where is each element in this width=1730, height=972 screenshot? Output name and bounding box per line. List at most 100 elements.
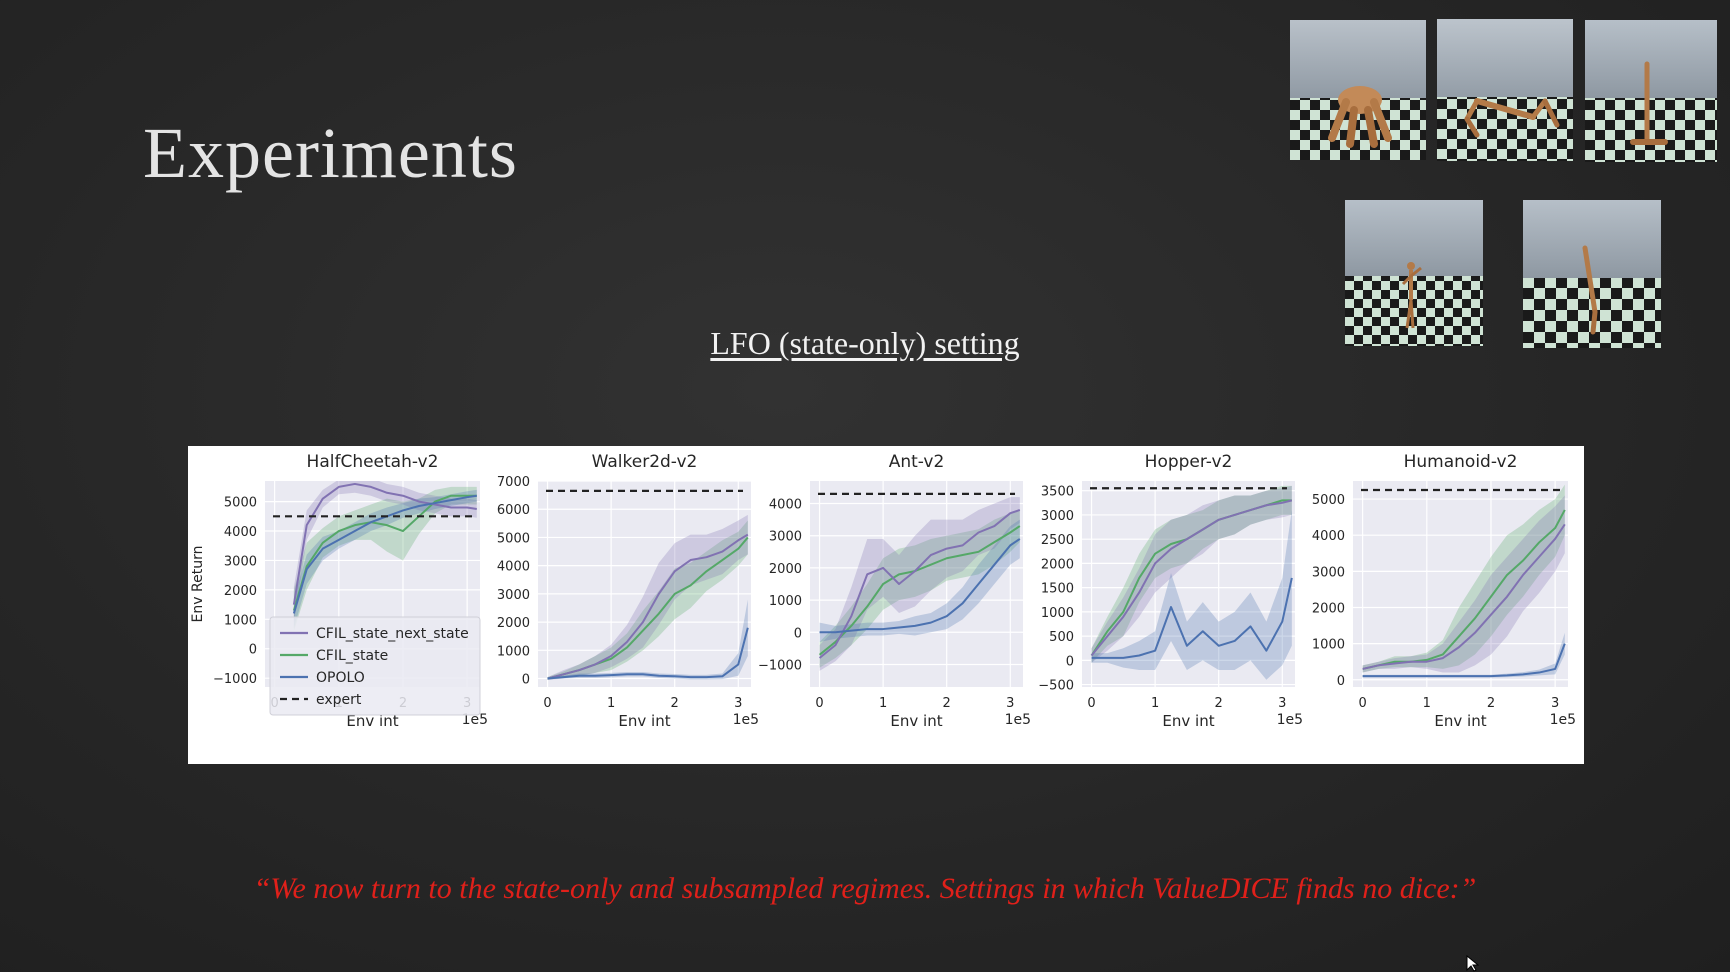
legend-label: CFIL_state [316, 648, 388, 664]
x-tick-label: 0 [1087, 696, 1095, 711]
y-tick-label: 3500 [1041, 485, 1074, 500]
chart-title: Humanoid-v2 [1404, 452, 1518, 472]
y-tick-label: 5000 [224, 496, 257, 511]
valuedice-quote: “We now turn to the state-only and subsa… [253, 872, 1477, 905]
y-tick-label: −1000 [213, 672, 257, 687]
band-CFIL_state_next_state [1362, 495, 1565, 673]
plot-area [1353, 481, 1568, 687]
y-tick-label: 500 [1049, 630, 1074, 645]
x-tick-label: 3 [1551, 696, 1559, 711]
y-tick-label: 3000 [1041, 509, 1074, 524]
plot-content [1361, 484, 1566, 678]
y-tick-label: 5000 [1312, 493, 1345, 508]
chart-2: Ant-v2 −1000 0 1000 2000 3000 4000 0 1 2 3 Env int 1… [758, 452, 1031, 730]
slide-title: Experiments [143, 113, 518, 193]
y-tick-label: 2000 [224, 584, 257, 599]
band-CFIL_state [293, 486, 477, 632]
ant-render-thumbnail [1290, 20, 1426, 160]
legend-box [269, 616, 481, 716]
x-tick-label: 3 [734, 696, 742, 711]
y-tick-label: 2000 [1312, 601, 1345, 616]
legend-label: expert [316, 692, 362, 708]
x-tick-label: 2 [1487, 696, 1495, 711]
y-tick-label: 4000 [769, 498, 802, 513]
plot-content [1090, 485, 1293, 680]
chart-4: Humanoid-v2 0 1000 2000 3000 4000 5000 0 1 2 3 Env … [1312, 452, 1576, 730]
x-tick-label: 2 [1215, 696, 1223, 711]
line-OPOLO [1362, 643, 1566, 678]
line-OPOLO [819, 538, 1021, 634]
line-CFIL_state_next_state [547, 533, 749, 680]
x-tick-label: 3 [1006, 696, 1014, 711]
plot-content [818, 492, 1021, 671]
x-tick-label: 1 [879, 696, 887, 711]
halfcheetah-render-thumbnail [1437, 19, 1573, 161]
y-tick-label: 1500 [1041, 582, 1074, 597]
chart-1: Walker2d-v2 0 1000 2000 3000 4000 5000 6000 7000… [497, 452, 759, 730]
x-offset-label: 1e5 [733, 712, 759, 728]
y-tick-label: 2000 [769, 562, 802, 577]
line-CFIL_state_next_state [1362, 523, 1566, 670]
y-tick-label: 2000 [1041, 557, 1074, 572]
y-tick-label: −500 [1038, 679, 1074, 694]
chart-title: Hopper-v2 [1145, 452, 1233, 472]
x-axis-label: Env int [618, 712, 670, 730]
chart-title: Ant-v2 [889, 452, 945, 472]
y-tick-label: 3000 [224, 554, 257, 569]
y-tick-label: 1000 [769, 594, 802, 609]
x-tick-label: 0 [815, 696, 823, 711]
band-OPOLO [1362, 632, 1565, 678]
plot-content [273, 481, 477, 632]
y-tick-label: 0 [1337, 674, 1345, 689]
band-CFIL_state [547, 520, 748, 680]
legend: CFIL_state_next_state CFIL_state OPOLO expe… [269, 616, 481, 716]
mouse-cursor-icon [1466, 955, 1480, 972]
results-figure: HalfCheetah-v2 −1000 0 1000 2000 3000 4000 5000… [188, 446, 1584, 764]
x-tick-label: 1 [1151, 696, 1159, 711]
chart-0: HalfCheetah-v2 −1000 0 1000 2000 3000 4000 5000… [190, 452, 488, 730]
y-tick-label: 3000 [1312, 565, 1345, 580]
y-tick-label: 1000 [497, 644, 530, 659]
band-OPOLO [819, 519, 1020, 642]
legend-label: CFIL_state_next_state [316, 626, 469, 642]
line-CFIL_state_next_state [292, 482, 477, 605]
y-tick-label: 4000 [497, 560, 530, 575]
hopper-render-thumbnail [1585, 20, 1717, 162]
chart-title: Walker2d-v2 [592, 452, 698, 472]
results-charts: HalfCheetah-v2−1000010002000300040005000… [190, 452, 1576, 730]
y-tick-label: 1000 [224, 613, 257, 628]
line-OPOLO [1091, 577, 1293, 659]
y-tick-label: 3000 [769, 530, 802, 545]
x-offset-label: 1e5 [1005, 712, 1031, 728]
y-tick-label: 4000 [224, 525, 257, 540]
x-tick-label: 3 [1278, 696, 1286, 711]
x-tick-label: 2 [943, 696, 951, 711]
y-tick-label: 1000 [1041, 606, 1074, 621]
band-CFIL_state [1362, 484, 1565, 673]
y-tick-label: 0 [794, 626, 802, 641]
x-tick-label: 1 [607, 696, 615, 711]
y-tick-label: −1000 [758, 658, 802, 673]
y-tick-label: 5000 [497, 531, 530, 546]
y-tick-label: 6000 [497, 503, 530, 518]
plot-area [810, 481, 1023, 687]
y-tick-label: 0 [522, 673, 530, 688]
y-tick-label: 7000 [497, 475, 530, 490]
legend-label: OPOLO [316, 670, 365, 686]
setting-subtitle: LFO (state-only) setting [710, 325, 1020, 361]
x-tick-label: 0 [1358, 696, 1366, 711]
y-tick-label: 0 [249, 643, 257, 658]
x-tick-label: 2 [671, 696, 679, 711]
y-tick-label: 0 [1066, 654, 1074, 669]
y-tick-label: 2500 [1041, 533, 1074, 548]
line-CFIL_state [292, 494, 477, 611]
line-CFIL_state_next_state [818, 509, 1021, 659]
line-OPOLO [547, 627, 749, 680]
line-CFIL_state [818, 525, 1021, 656]
line-CFIL_state [1362, 509, 1566, 670]
x-axis-label: Env int [1162, 712, 1214, 730]
x-tick-label: 0 [543, 696, 551, 711]
band-OPOLO [1091, 510, 1292, 680]
plot-content [546, 489, 749, 680]
y-tick-label: 2000 [497, 616, 530, 631]
